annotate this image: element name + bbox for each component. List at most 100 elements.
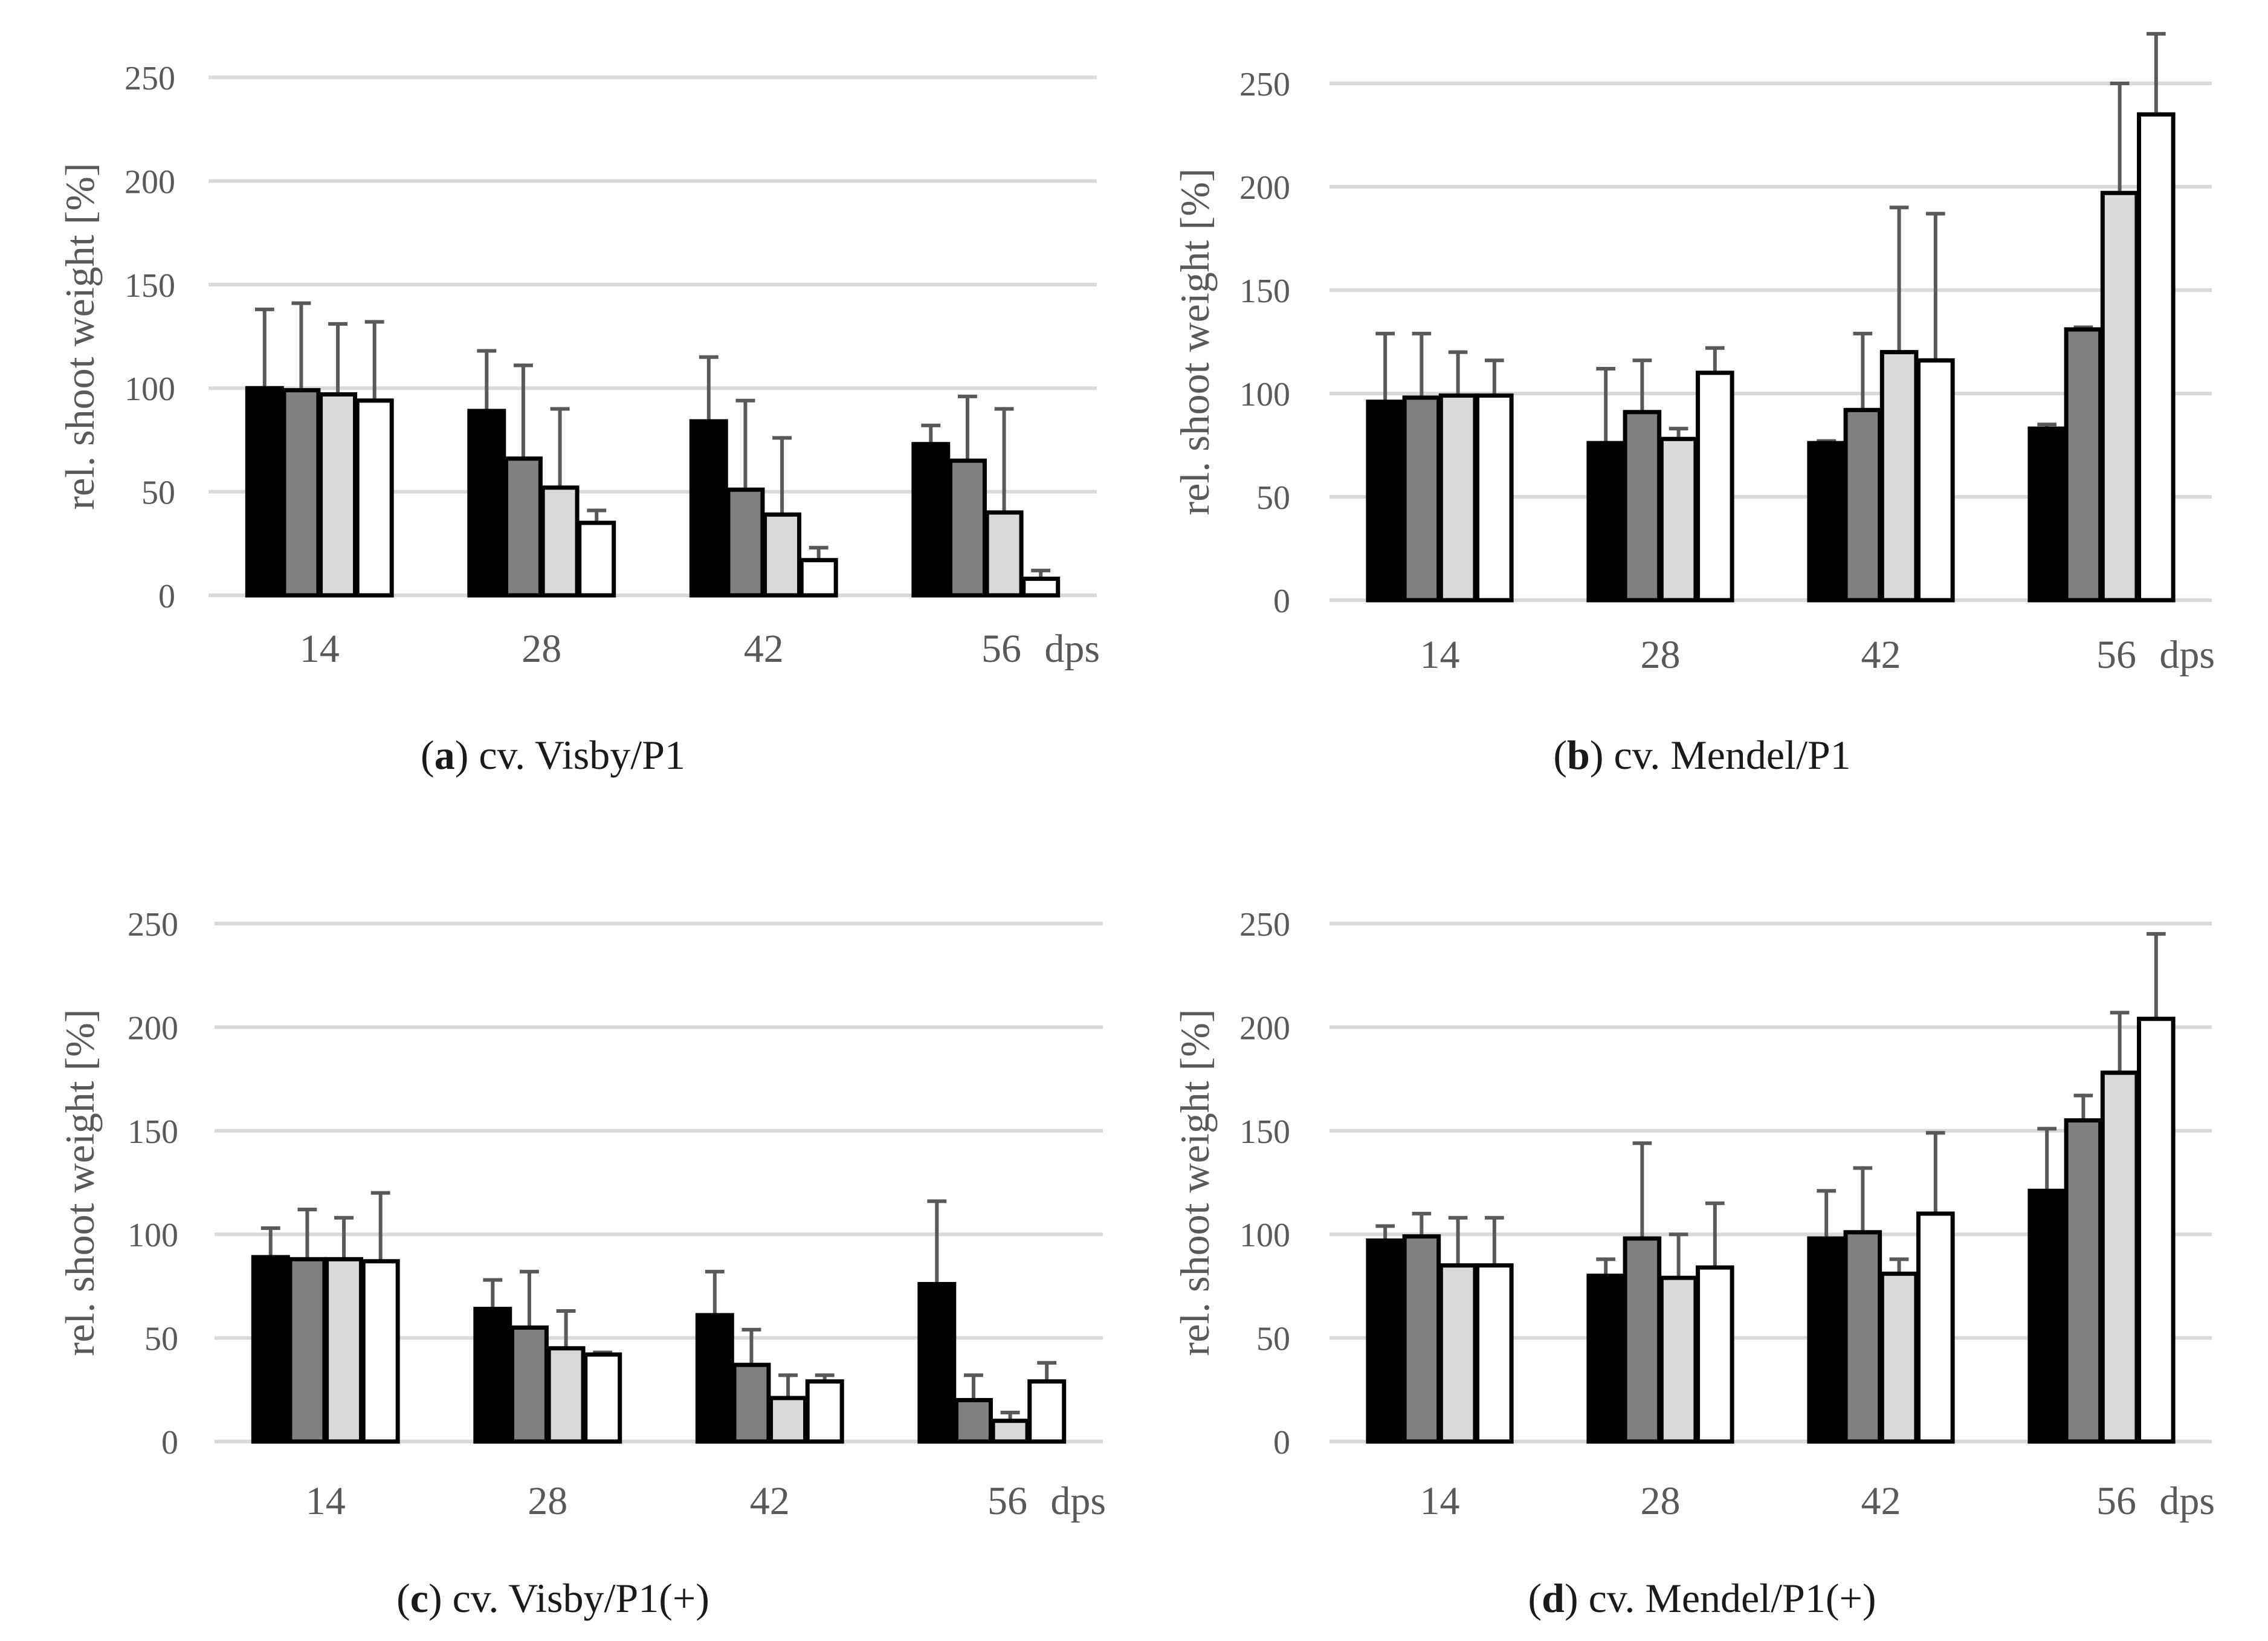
bar <box>1475 393 1514 603</box>
bar <box>509 1325 549 1444</box>
bar <box>1021 577 1061 598</box>
bar <box>763 512 802 598</box>
y-tick-label: 100 <box>124 371 175 408</box>
bar <box>2100 1070 2139 1444</box>
x-tick-label: 28 <box>522 627 561 671</box>
bar <box>1438 393 1478 603</box>
bar <box>325 1257 364 1444</box>
x-tick-label: 56 <box>987 1479 1027 1523</box>
caption-letter: b <box>1566 732 1590 778</box>
caption-open-paren: ( <box>1553 732 1567 778</box>
caption-letter: c <box>410 1575 428 1621</box>
y-tick-label: 150 <box>1239 1113 1290 1151</box>
caption-text: ) cv. Visby/P1(+) <box>428 1575 709 1621</box>
x-unit-label: dps <box>1050 1479 1106 1523</box>
y-tick-label: 50 <box>144 1321 178 1358</box>
y-tick-label: 150 <box>1239 273 1290 310</box>
x-tick-label: 56 <box>2096 1479 2136 1523</box>
bar <box>689 419 728 598</box>
bar <box>2064 327 2103 603</box>
bar <box>1586 1274 1625 1444</box>
bar <box>1623 410 1662 603</box>
bar <box>799 558 838 598</box>
caption-text: ) cv. Mendel/P1(+) <box>1565 1575 1876 1621</box>
bar <box>282 388 321 598</box>
y-axis-label: rel. shoot weight [%] <box>1172 1009 1218 1356</box>
bar <box>473 1307 512 1444</box>
x-tick-label: 14 <box>1420 633 1460 677</box>
bar <box>1807 441 1846 603</box>
y-axis-label: rel. shoot weight [%] <box>1172 168 1218 515</box>
x-unit-label: dps <box>2159 1479 2215 1523</box>
x-tick-label: 14 <box>300 627 340 671</box>
y-tick-label: 200 <box>124 163 175 201</box>
x-tick-label: 42 <box>1861 1479 1901 1523</box>
bar <box>726 487 765 598</box>
y-tick-label: 250 <box>128 906 178 943</box>
y-tick-label: 250 <box>124 60 175 97</box>
chart-panel-b: 0 50 100 150 200 250 rel. shoot weight [%] 14 28… <box>1172 31 2215 677</box>
x-tick-label: 42 <box>744 627 784 671</box>
bar <box>1843 407 1882 603</box>
bar <box>2100 190 2139 603</box>
bar <box>805 1379 844 1444</box>
bar <box>1438 1263 1478 1444</box>
caption-open-paren: ( <box>1528 1575 1542 1621</box>
bar <box>251 1255 290 1444</box>
bar <box>2137 112 2176 603</box>
bar <box>732 1362 771 1444</box>
caption-letter: d <box>1542 1575 1565 1621</box>
caption-letter: a <box>434 732 455 778</box>
bar <box>1807 1236 1846 1444</box>
bar <box>1475 1263 1514 1444</box>
bar <box>917 1281 957 1444</box>
x-tick-label: 42 <box>1861 633 1901 677</box>
x-unit-label: dps <box>2159 633 2215 677</box>
bar <box>540 485 580 598</box>
bar <box>503 456 543 598</box>
y-tick-label: 200 <box>1239 1009 1290 1047</box>
y-tick-label: 200 <box>128 1009 178 1047</box>
y-tick-label: 150 <box>124 267 175 305</box>
bar <box>1696 1265 1734 1444</box>
x-tick-label: 28 <box>528 1479 567 1523</box>
bar <box>1366 1238 1404 1444</box>
bar <box>355 398 394 598</box>
bar <box>911 442 951 598</box>
x-unit-label: dps <box>1044 627 1100 671</box>
y-tick-label: 0 <box>161 1424 178 1461</box>
y-tick-label: 250 <box>1239 66 1290 103</box>
y-tick-label: 100 <box>1239 1217 1290 1254</box>
y-tick-label: 50 <box>1256 479 1290 517</box>
bar <box>695 1313 734 1444</box>
y-tick-label: 200 <box>1239 169 1290 207</box>
bar <box>1843 1230 1882 1444</box>
x-tick-label: 42 <box>750 1479 790 1523</box>
x-tick-label: 28 <box>1641 633 1681 677</box>
bar <box>769 1396 808 1444</box>
x-tick-label: 28 <box>1641 1479 1681 1523</box>
caption-panel-b: (b) cv. Mendel/P1 <box>1136 731 2268 779</box>
bar <box>1916 358 1955 603</box>
caption-text: ) cv. Mendel/P1 <box>1589 732 1851 778</box>
bar <box>1659 436 1698 603</box>
y-tick-label: 0 <box>158 578 175 615</box>
y-tick-label: 250 <box>1239 906 1290 943</box>
bar <box>1623 1236 1662 1444</box>
bar <box>577 520 616 598</box>
bar <box>1402 1234 1441 1444</box>
bar <box>954 1397 993 1444</box>
bar <box>1916 1211 1955 1444</box>
chart-panel-a: 0 50 100 150 200 250 rel. shoot weight [%] 14 28… <box>57 60 1100 671</box>
bar <box>361 1259 400 1444</box>
bar <box>2137 1017 2176 1444</box>
caption-text: ) cv. Visby/P1 <box>454 732 685 778</box>
y-tick-label: 100 <box>128 1217 178 1254</box>
y-tick-label: 150 <box>128 1113 178 1151</box>
bar <box>318 392 358 598</box>
bar <box>1879 350 1919 603</box>
x-tick-label: 14 <box>1420 1479 1460 1523</box>
y-axis-label: rel. shoot weight [%] <box>57 1009 103 1356</box>
y-tick-label: 0 <box>1273 1424 1290 1461</box>
